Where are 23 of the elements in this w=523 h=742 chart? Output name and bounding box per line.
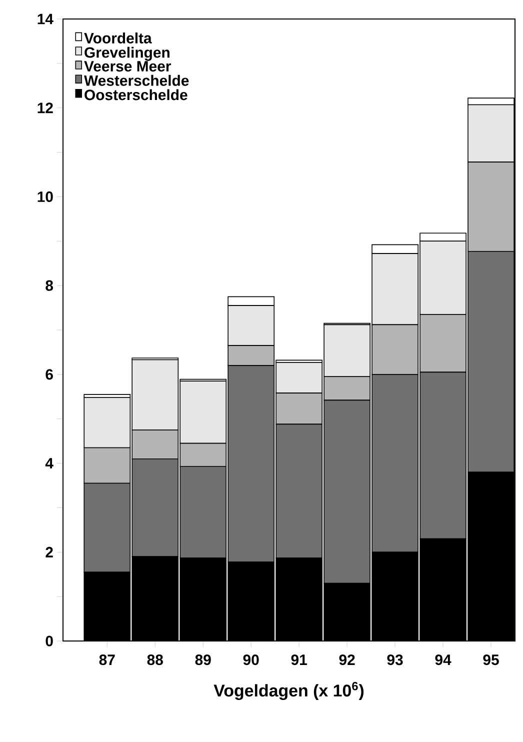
legend-label: Veerse Meer — [84, 61, 171, 72]
y-tick-label: 6 — [46, 369, 53, 380]
y-tick-label: 8 — [46, 280, 54, 291]
x-tick-label: 89 — [195, 654, 211, 666]
y-tick-label: 10 — [38, 191, 53, 202]
y-tick-label: 4 — [45, 458, 54, 468]
legend-label: Oosterschelde — [84, 89, 188, 100]
legend-label: Voordelta — [84, 32, 152, 44]
x-tick-label: 95 — [483, 654, 499, 666]
y-tick-label: 12 — [38, 102, 53, 114]
x-tick-label: 87 — [99, 654, 115, 666]
legend-label: Westerschelde — [84, 74, 189, 86]
y-tick-label: 2 — [46, 546, 53, 558]
x-tick-label: 91 — [291, 654, 307, 666]
x-tick-label: 90 — [243, 654, 259, 666]
x-axis-title: Vogeldagen (x 10$^{6}$) — [214, 682, 364, 700]
y-tick-label: 0 — [46, 636, 53, 646]
x-tick-label: 94 — [435, 654, 452, 666]
legend-label: Grevelingen — [84, 46, 170, 61]
y-tick-label: 14 — [38, 14, 54, 24]
x-tick-label: 88 — [147, 654, 163, 666]
x-tick-label: 93 — [387, 654, 403, 666]
x-tick-label: 92 — [339, 654, 355, 666]
